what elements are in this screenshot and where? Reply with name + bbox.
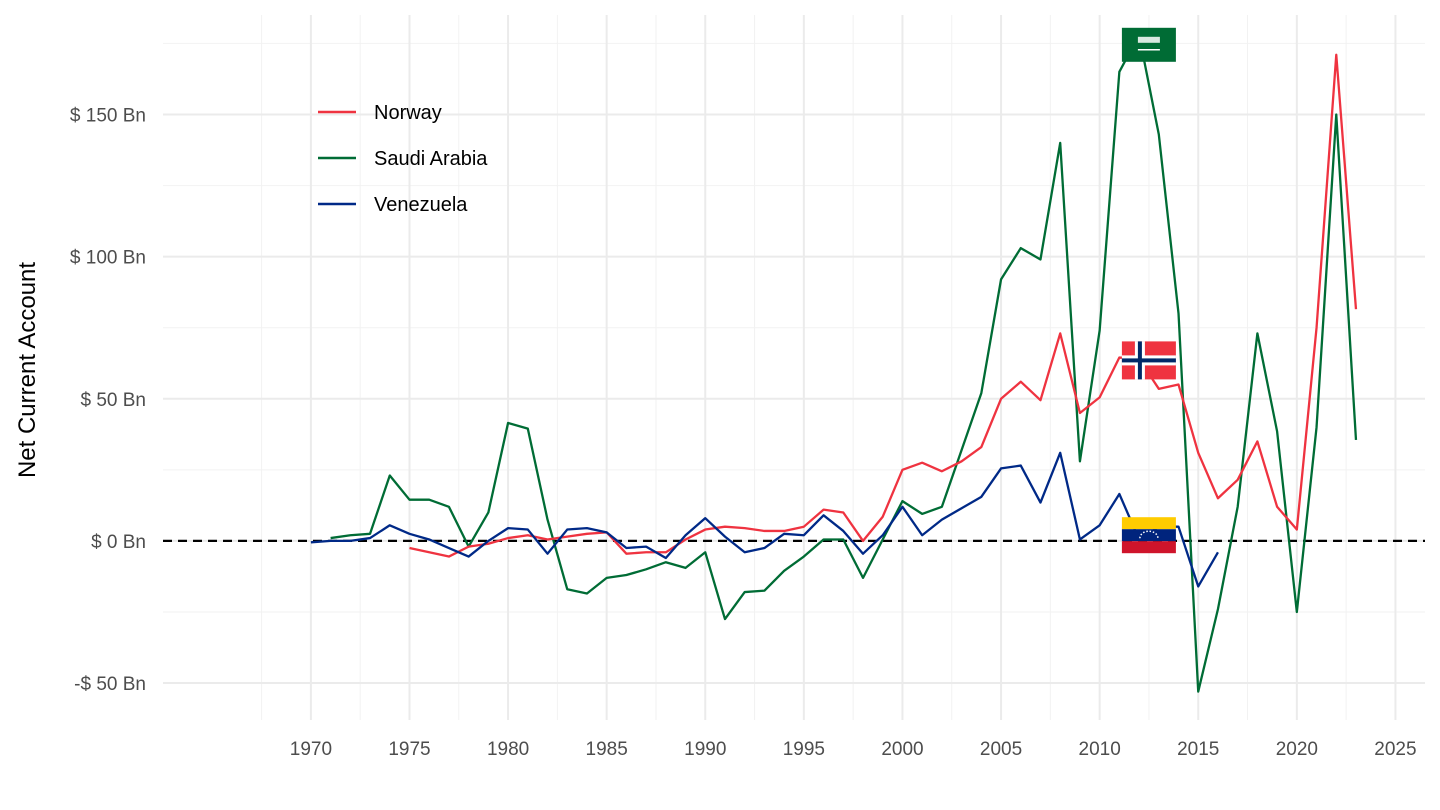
saudi-arabia-flag <box>1121 27 1176 62</box>
x-tick-label: 1980 <box>487 739 529 760</box>
x-tick-label: 2010 <box>1079 739 1121 760</box>
country-flags <box>1121 27 1176 554</box>
y-axis-title: Net Current Account <box>14 262 41 478</box>
x-tick-label: 2020 <box>1276 739 1318 760</box>
x-tick-label: 2025 <box>1374 739 1416 760</box>
x-tick-label: 1985 <box>586 739 628 760</box>
venezuela-line <box>310 451 1219 588</box>
y-tick-label: $ 100 Bn <box>70 248 146 269</box>
x-tick-label: 1995 <box>783 739 825 760</box>
x-tick-label: 1975 <box>388 739 430 760</box>
legend-label-norway: Norway <box>374 102 442 124</box>
y-axis-tick-labels: -$ 50 Bn $ 0 Bn $ 50 Bn $ 100 Bn $ 150 Bn <box>70 105 146 695</box>
x-axis-tick-labels: 1970 1975 1980 1985 1990 1995 2000 2005 2010 2015… <box>290 739 1417 760</box>
y-tick-label: $ 150 Bn <box>70 105 146 126</box>
x-tick-label: 2015 <box>1177 739 1219 760</box>
x-tick-label: 2005 <box>980 739 1022 760</box>
y-tick-label: -$ 50 Bn <box>74 674 146 695</box>
x-tick-label: 2000 <box>881 739 923 760</box>
x-tick-label: 1990 <box>684 739 726 760</box>
legend-label-saudi-arabia: Saudi Arabia <box>374 148 488 170</box>
series-lines <box>310 33 1358 693</box>
norway-flag <box>1121 341 1176 380</box>
saudi-arabia-line <box>330 33 1358 693</box>
y-tick-label: $ 0 Bn <box>91 532 146 553</box>
legend-label-venezuela: Venezuela <box>374 194 468 216</box>
major-gridlines <box>163 15 1425 720</box>
x-tick-label: 1970 <box>290 739 332 760</box>
legend: Norway Saudi Arabia Venezuela <box>318 102 488 216</box>
venezuela-flag <box>1121 517 1176 554</box>
norway-line <box>409 53 1358 558</box>
y-tick-label: $ 50 Bn <box>81 390 147 411</box>
minor-gridlines <box>163 15 1425 720</box>
